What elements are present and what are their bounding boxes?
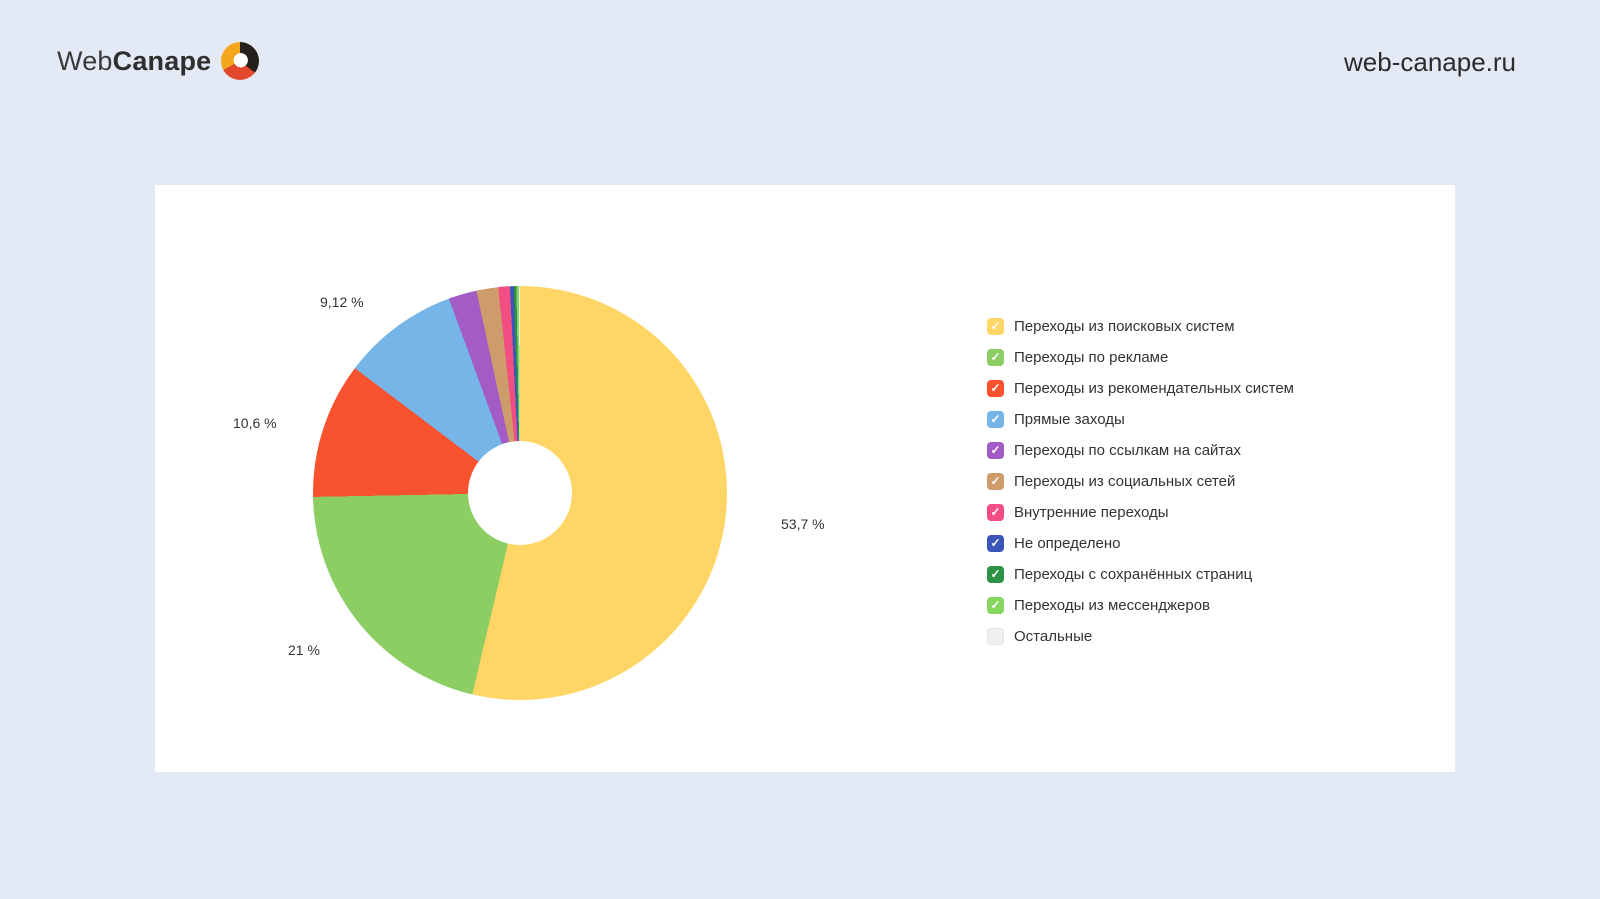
legend-item[interactable]: ✓ Переходы из социальных сетей [987, 466, 1294, 497]
legend-label: Переходы из поисковых систем [1014, 318, 1235, 335]
legend-label: Переходы по рекламе [1014, 349, 1169, 366]
legend-label: Переходы из социальных сетей [1014, 473, 1236, 490]
webcanape-logo-icon [221, 42, 260, 80]
legend-item[interactable]: ✓ Переходы из рекомендательных систем [987, 373, 1294, 404]
slice-label-ads: 21 % [288, 642, 320, 658]
page-header: Web Canape web-canape.ru [0, 0, 1600, 120]
checkbox-checked-icon[interactable]: ✓ [987, 535, 1004, 552]
legend-label: Переходы из рекомендательных систем [1014, 380, 1294, 397]
checkbox-checked-icon[interactable]: ✓ [987, 318, 1004, 335]
donut-chart-area [313, 286, 727, 700]
site-url: web-canape.ru [1344, 47, 1516, 77]
donut-hole [468, 441, 572, 545]
checkbox-checked-icon[interactable]: ✓ [987, 442, 1004, 459]
legend-item[interactable]: ✓ Переходы по ссылкам на сайтах [987, 435, 1294, 466]
legend-label: Переходы по ссылкам на сайтах [1014, 442, 1241, 459]
legend-item[interactable]: ✓ Прямые заходы [987, 404, 1294, 435]
legend-label: Прямые заходы [1014, 411, 1125, 428]
legend-item[interactable]: ✓ Переходы из мессенджеров [987, 590, 1294, 621]
checkbox-checked-icon[interactable]: ✓ [987, 349, 1004, 366]
legend-item[interactable]: Остальные [987, 621, 1294, 652]
logo-text-web: Web [57, 45, 113, 76]
slice-label-recom: 10,6 % [233, 415, 277, 431]
checkbox-checked-icon[interactable]: ✓ [987, 566, 1004, 583]
slice-label-direct: 9,12 % [320, 294, 364, 310]
checkbox-checked-icon[interactable]: ✓ [987, 380, 1004, 397]
logo-text-canape: Canape [112, 45, 212, 76]
legend-item[interactable]: ✓ Переходы по рекламе [987, 342, 1294, 373]
legend-label: Переходы из мессенджеров [1014, 597, 1211, 614]
legend-item[interactable]: ✓ Не определено [987, 528, 1294, 559]
checkbox-unchecked-icon[interactable] [987, 628, 1004, 645]
checkbox-checked-icon[interactable]: ✓ [987, 473, 1004, 490]
legend-label: Внутренние переходы [1014, 504, 1169, 521]
legend-label: Остальные [1014, 628, 1093, 645]
slice-label-search: 53,7 % [781, 516, 825, 532]
checkbox-checked-icon[interactable]: ✓ [987, 411, 1004, 428]
chart-card: 53,7 % 21 % 10,6 % 9,12 % ✓ Переходы из п… [155, 185, 1455, 772]
legend-item[interactable]: ✓ Внутренние переходы [987, 497, 1294, 528]
legend-item[interactable]: ✓ Переходы из поисковых систем [987, 311, 1294, 342]
legend-item[interactable]: ✓ Переходы с сохранённых страниц [987, 559, 1294, 590]
webcanape-logo: Web Canape [57, 42, 260, 80]
legend-label: Переходы с сохранённых страниц [1014, 566, 1253, 583]
checkbox-checked-icon[interactable]: ✓ [987, 597, 1004, 614]
legend-label: Не определено [1014, 535, 1121, 552]
checkbox-checked-icon[interactable]: ✓ [987, 504, 1004, 521]
chart-legend: ✓ Переходы из поисковых систем ✓ Переходы п… [987, 311, 1294, 652]
